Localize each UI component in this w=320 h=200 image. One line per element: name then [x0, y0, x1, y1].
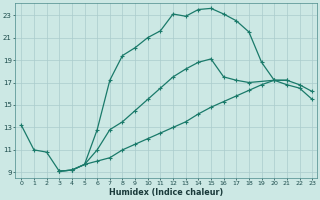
X-axis label: Humidex (Indice chaleur): Humidex (Indice chaleur): [109, 188, 223, 197]
